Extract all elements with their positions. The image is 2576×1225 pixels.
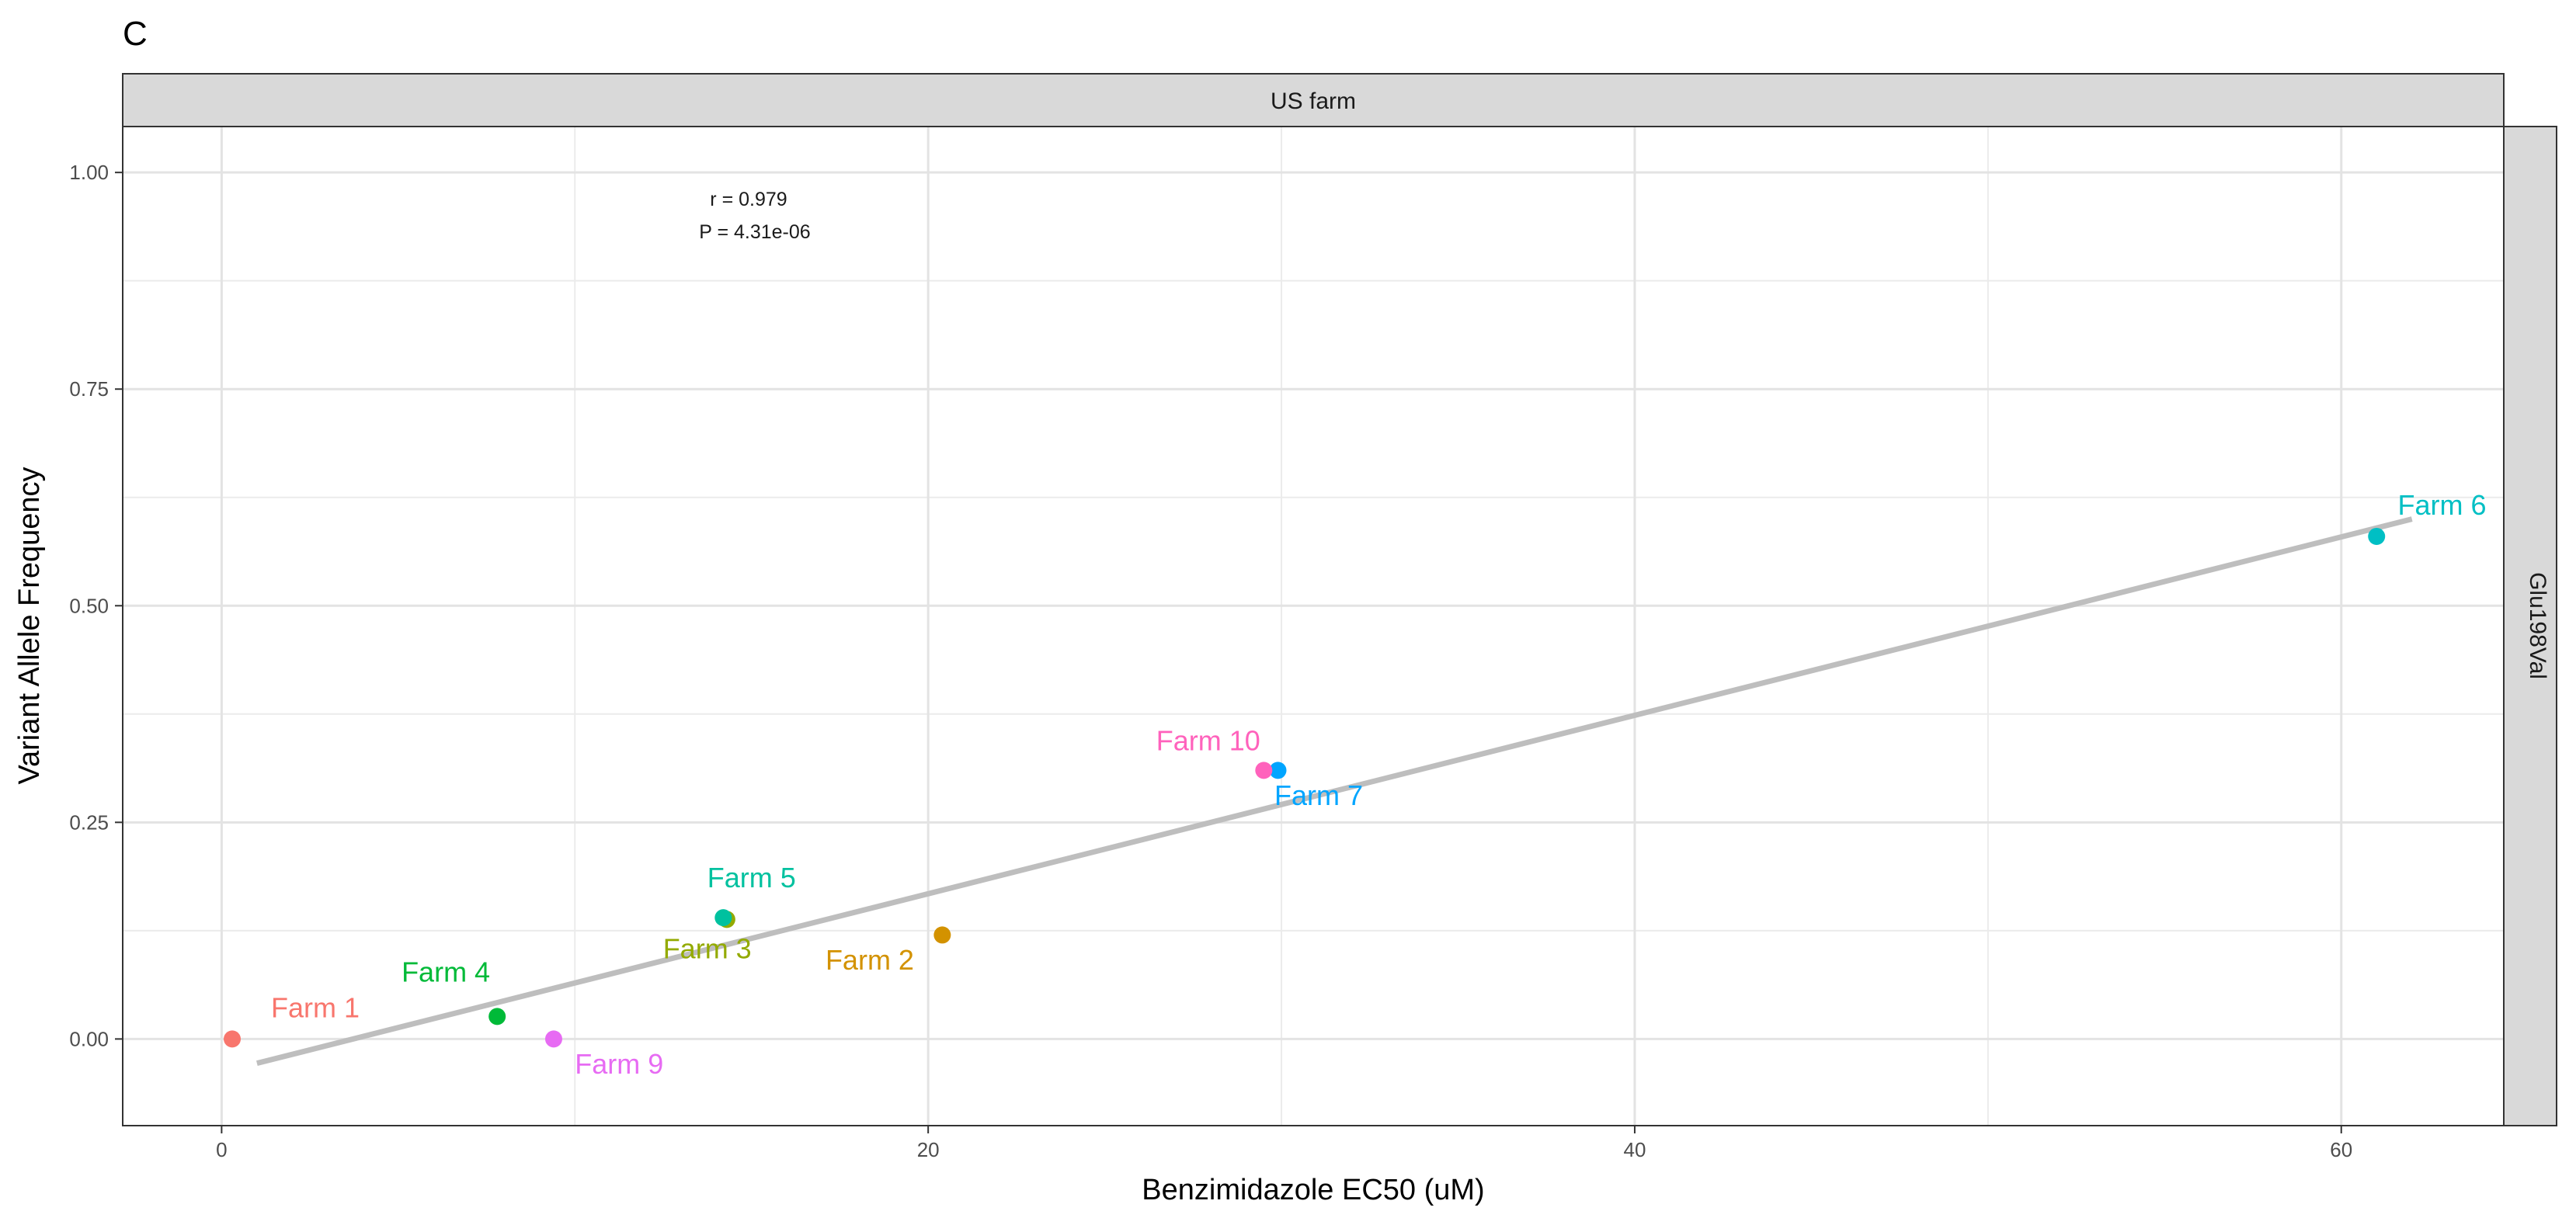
data-point bbox=[2368, 527, 2386, 545]
top-strip bbox=[122, 73, 2505, 127]
right-strip-label: Glu198Val bbox=[2525, 572, 2550, 679]
data-point bbox=[544, 1030, 562, 1048]
point-label: Farm 5 bbox=[707, 862, 796, 894]
top-strip-label: US farm bbox=[1271, 88, 1356, 114]
r-value-text: r = 0.979 bbox=[710, 189, 787, 210]
x-tick-label: 60 bbox=[2330, 1138, 2352, 1161]
data-point bbox=[714, 909, 732, 927]
regression-line bbox=[256, 516, 2413, 1067]
data-point bbox=[1255, 762, 1273, 779]
correlation-annotation: r = 0.979 P = 4.31e-06 bbox=[699, 189, 810, 243]
y-tick-label: 0.00 bbox=[69, 1027, 109, 1050]
plot-panel: Farm 1 Farm 2 Farm 3 Farm 4 Farm 5 Farm 6 Farm… bbox=[122, 126, 2505, 1126]
point-label: Farm 6 bbox=[2398, 489, 2487, 521]
minor-gridlines bbox=[123, 127, 2504, 1126]
panel-border bbox=[122, 126, 2505, 1126]
right-strip bbox=[2503, 126, 2557, 1126]
data-point bbox=[488, 1008, 506, 1025]
point-label: Farm 9 bbox=[575, 1048, 663, 1080]
y-tick-label: 0.50 bbox=[69, 594, 109, 617]
point-label: Farm 2 bbox=[826, 944, 914, 976]
x-axis-ticks: 0 20 40 60 bbox=[216, 1126, 2352, 1161]
point-label: Farm 7 bbox=[1274, 779, 1363, 811]
data-point bbox=[933, 926, 951, 944]
x-tick-label: 40 bbox=[1623, 1138, 1646, 1161]
y-axis-ticks: 0.00 0.25 0.50 0.75 1.00 bbox=[69, 161, 123, 1050]
y-tick-label: 0.75 bbox=[69, 377, 109, 401]
data-points bbox=[224, 527, 2386, 1048]
y-axis-title: Variant Allele Frequency bbox=[13, 467, 46, 784]
data-point bbox=[1269, 762, 1287, 779]
p-value-text: P = 4.31e-06 bbox=[699, 221, 810, 243]
x-tick-label: 20 bbox=[917, 1138, 940, 1161]
point-label: Farm 4 bbox=[402, 956, 490, 988]
panel-letter: C bbox=[123, 15, 148, 53]
point-label: Farm 10 bbox=[1156, 725, 1260, 757]
x-axis-title: Benzimidazole EC50 (uM) bbox=[1142, 1174, 1484, 1206]
fit-line bbox=[256, 516, 2413, 1067]
panel-background bbox=[123, 127, 2504, 1126]
y-tick-label: 0.25 bbox=[69, 810, 109, 834]
data-point bbox=[224, 1030, 242, 1048]
x-tick-label: 0 bbox=[216, 1138, 227, 1161]
point-labels: Farm 1 Farm 2 Farm 3 Farm 4 Farm 5 Farm 6 Farm… bbox=[271, 489, 2486, 1080]
y-tick-label: 1.00 bbox=[69, 161, 109, 184]
point-label: Farm 3 bbox=[663, 933, 752, 965]
major-gridlines bbox=[123, 127, 2504, 1126]
point-label: Farm 1 bbox=[271, 991, 360, 1023]
